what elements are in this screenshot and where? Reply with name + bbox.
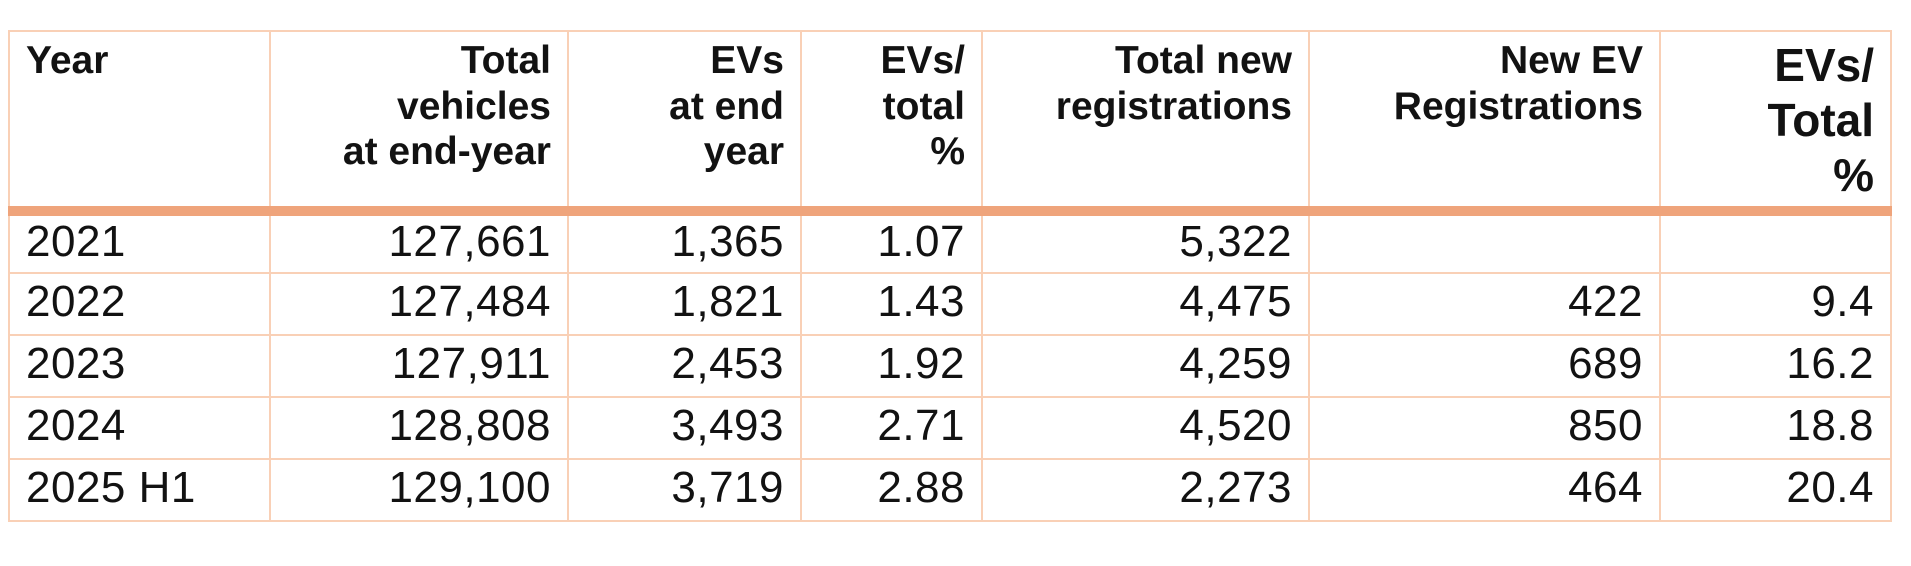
- column-header-new-evs-total-pct: EVs/ Total %: [1659, 30, 1892, 216]
- value-cell-evs-total-pct: 1.07: [800, 210, 983, 274]
- column-header-total-new-reg: Total new registrations: [981, 30, 1310, 216]
- value-cell-evs-at-end-year: 1,821: [567, 272, 802, 336]
- value-cell-total-new-reg: 2,273: [981, 458, 1310, 522]
- table-row: 2024 128,808 3,493 2.71 4,520 850 18.8: [8, 396, 1892, 460]
- value-cell-total-new-reg: 5,322: [981, 210, 1310, 274]
- column-header-year: Year: [8, 30, 271, 216]
- value-cell-new-evs-total-pct: [1659, 210, 1892, 274]
- value-cell-new-ev-reg: 422: [1308, 272, 1661, 336]
- value-cell-total-vehicles: 129,100: [269, 458, 569, 522]
- value-cell-new-ev-reg: 850: [1308, 396, 1661, 460]
- value-cell-new-ev-reg: 464: [1308, 458, 1661, 522]
- value-cell-total-new-reg: 4,520: [981, 396, 1310, 460]
- value-cell-evs-total-pct: 2.88: [800, 458, 983, 522]
- table-row: 2022 127,484 1,821 1.43 4,475 422 9.4: [8, 272, 1892, 336]
- ev-statistics-table: Year Total vehicles at end-year EVs at end…: [8, 30, 1892, 522]
- year-cell: 2025 H1: [8, 458, 271, 522]
- value-cell-new-evs-total-pct: 9.4: [1659, 272, 1892, 336]
- value-cell-evs-at-end-year: 1,365: [567, 210, 802, 274]
- value-cell-total-vehicles: 127,484: [269, 272, 569, 336]
- value-cell-new-evs-total-pct: 20.4: [1659, 458, 1892, 522]
- year-cell: 2024: [8, 396, 271, 460]
- value-cell-new-ev-reg: 689: [1308, 334, 1661, 398]
- value-cell-total-new-reg: 4,475: [981, 272, 1310, 336]
- value-cell-total-vehicles: 127,911: [269, 334, 569, 398]
- value-cell-total-vehicles: 127,661: [269, 210, 569, 274]
- value-cell-evs-at-end-year: 3,719: [567, 458, 802, 522]
- column-header-evs-total-pct: EVs/ total %: [800, 30, 983, 216]
- column-header-new-ev-reg: New EV Registrations: [1308, 30, 1661, 216]
- value-cell-new-ev-reg: [1308, 210, 1661, 274]
- column-header-total-vehicles: Total vehicles at end-year: [269, 30, 569, 216]
- value-cell-evs-total-pct: 1.43: [800, 272, 983, 336]
- value-cell-evs-at-end-year: 2,453: [567, 334, 802, 398]
- header-row: Year Total vehicles at end-year EVs at end…: [8, 30, 1892, 216]
- table-row: 2023 127,911 2,453 1.92 4,259 689 16.2: [8, 334, 1892, 398]
- year-cell: 2022: [8, 272, 271, 336]
- value-cell-evs-at-end-year: 3,493: [567, 396, 802, 460]
- value-cell-new-evs-total-pct: 16.2: [1659, 334, 1892, 398]
- value-cell-evs-total-pct: 1.92: [800, 334, 983, 398]
- table-body: 2021 127,661 1,365 1.07 5,322 2022 127,484 1,82…: [8, 210, 1892, 522]
- value-cell-new-evs-total-pct: 18.8: [1659, 396, 1892, 460]
- value-cell-total-vehicles: 128,808: [269, 396, 569, 460]
- table-row: 2021 127,661 1,365 1.07 5,322: [8, 210, 1892, 274]
- value-cell-evs-total-pct: 2.71: [800, 396, 983, 460]
- year-cell: 2021: [8, 210, 271, 274]
- table-head: Year Total vehicles at end-year EVs at end…: [8, 30, 1892, 216]
- year-cell: 2023: [8, 334, 271, 398]
- value-cell-total-new-reg: 4,259: [981, 334, 1310, 398]
- table-row: 2025 H1 129,100 3,719 2.88 2,273 464 20.4: [8, 458, 1892, 522]
- column-header-evs-at-end-year: EVs at end year: [567, 30, 802, 216]
